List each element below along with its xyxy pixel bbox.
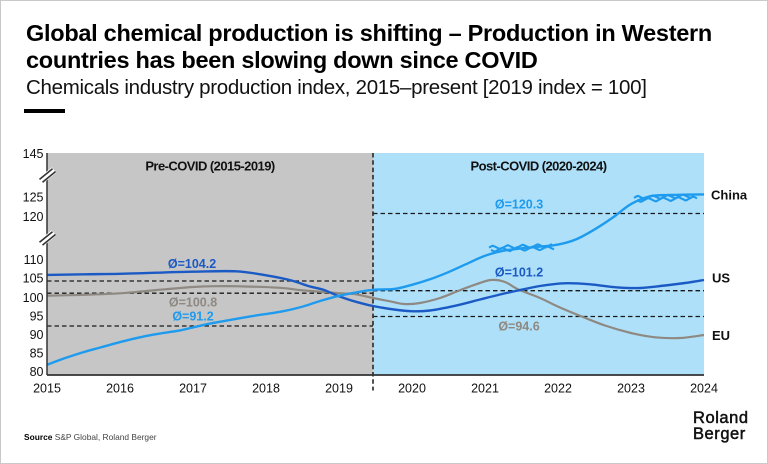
svg-text:Ø=94.6: Ø=94.6 [498, 320, 539, 334]
svg-text:Ø=91.2: Ø=91.2 [172, 309, 213, 323]
svg-text:Ø=104.2: Ø=104.2 [168, 257, 216, 271]
svg-text:2022: 2022 [544, 381, 572, 395]
svg-text:105: 105 [23, 272, 44, 286]
svg-text:85: 85 [30, 346, 44, 360]
svg-text:Ø=100.8: Ø=100.8 [169, 295, 217, 309]
svg-text:2019: 2019 [325, 381, 353, 395]
svg-text:125: 125 [23, 190, 44, 204]
svg-text:2017: 2017 [179, 381, 207, 395]
svg-text:EU: EU [712, 328, 730, 343]
svg-text:90: 90 [30, 328, 44, 342]
svg-text:2024: 2024 [690, 381, 718, 395]
svg-text:Ø=120.3: Ø=120.3 [495, 198, 543, 212]
svg-text:2016: 2016 [106, 381, 134, 395]
svg-text:80: 80 [30, 365, 44, 379]
svg-text:2023: 2023 [617, 381, 645, 395]
svg-text:US: US [712, 271, 730, 286]
svg-text:2015: 2015 [33, 381, 61, 395]
svg-text:120: 120 [23, 210, 44, 224]
svg-text:China: China [711, 188, 748, 203]
svg-text:Pre-COVID (2015-2019): Pre-COVID (2015-2019) [145, 158, 275, 173]
svg-text:2021: 2021 [471, 381, 499, 395]
svg-text:95: 95 [30, 309, 44, 323]
svg-text:110: 110 [24, 253, 44, 267]
svg-text:2018: 2018 [252, 381, 280, 395]
svg-text:Post-COVID (2020-2024): Post-COVID (2020-2024) [470, 158, 606, 173]
svg-text:100: 100 [23, 291, 44, 305]
svg-text:Ø=101.2: Ø=101.2 [495, 265, 543, 279]
svg-text:2020: 2020 [398, 381, 426, 395]
svg-text:145: 145 [23, 147, 44, 161]
